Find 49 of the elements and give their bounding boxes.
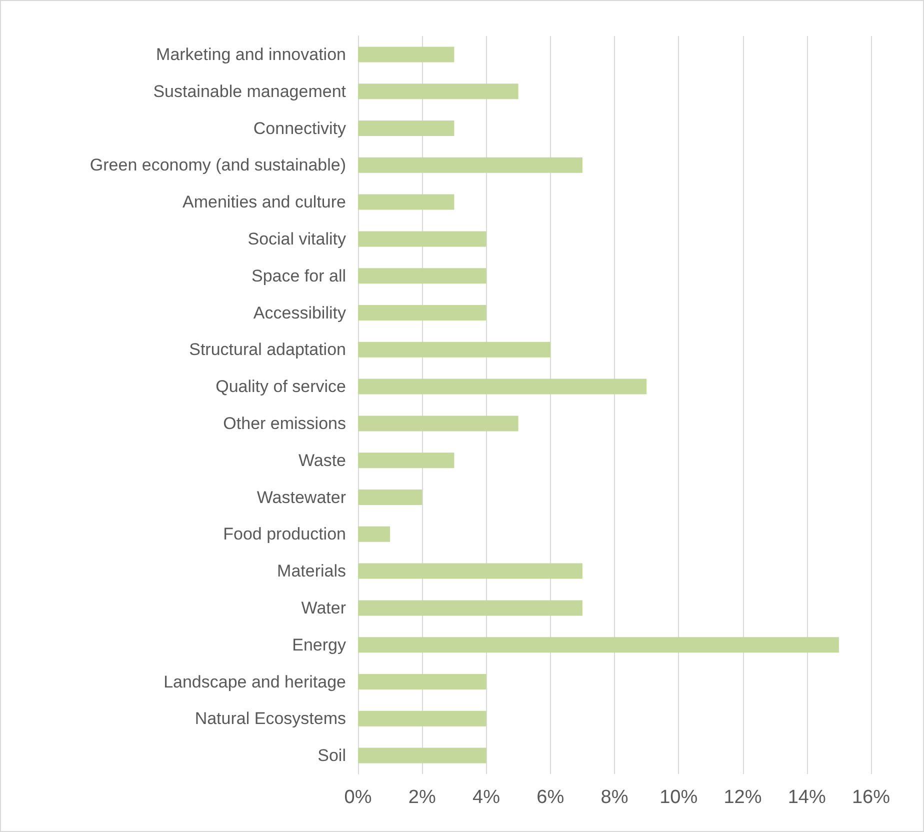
bar — [358, 637, 839, 653]
y-tick-label: Materials — [277, 562, 346, 581]
bar — [358, 526, 390, 542]
bar — [358, 342, 550, 358]
y-tick-label: Soil — [318, 746, 346, 766]
x-tick-label: 2% — [408, 787, 436, 808]
x-tick-label: 10% — [660, 787, 698, 808]
y-tick-label: Wastewater — [256, 488, 346, 507]
bar — [358, 231, 486, 247]
x-tick-label: 16% — [852, 787, 890, 808]
bar — [358, 748, 486, 764]
y-tick-label: Space for all — [252, 266, 346, 286]
x-tick-label: 14% — [788, 787, 826, 808]
y-tick-label: Food production — [223, 524, 346, 544]
x-tick-label: 8% — [600, 787, 628, 808]
y-tick-label: Natural Ecosystems — [194, 709, 346, 728]
y-tick-label: Sustainable management — [153, 82, 346, 101]
y-tick-label: Water — [301, 598, 346, 618]
y-tick-label: Amenities and culture — [182, 192, 346, 212]
bar — [358, 490, 422, 505]
bar — [358, 378, 647, 394]
bar — [358, 563, 582, 579]
y-tick-label: Other emissions — [223, 414, 346, 433]
bar — [358, 194, 454, 210]
y-tick-label: Social vitality — [248, 229, 346, 248]
bar — [358, 268, 486, 284]
y-tick-label: Waste — [298, 450, 346, 470]
y-tick-label: Connectivity — [253, 118, 346, 138]
y-tick-label: Green economy (and sustainable) — [90, 156, 346, 175]
bar — [358, 710, 486, 726]
bar — [358, 120, 454, 136]
x-tick-label: 12% — [724, 787, 762, 808]
x-tick-label: 0% — [344, 787, 372, 808]
y-tick-label: Quality of service — [216, 377, 346, 396]
bar — [358, 674, 486, 690]
bar — [358, 600, 582, 616]
y-tick-label: Structural adaptation — [189, 340, 346, 360]
x-tick-label: 4% — [472, 787, 500, 808]
bar — [358, 305, 486, 320]
bar — [358, 452, 454, 468]
x-tick-label: 6% — [536, 787, 564, 808]
bar — [358, 157, 582, 173]
y-tick-label: Marketing and innovation — [156, 44, 346, 64]
y-tick-label: Landscape and heritage — [164, 672, 346, 692]
bar — [358, 46, 454, 62]
y-tick-label: Energy — [292, 635, 346, 654]
y-tick-label: Accessibility — [253, 303, 346, 322]
bar — [358, 416, 518, 432]
bar — [358, 84, 518, 100]
